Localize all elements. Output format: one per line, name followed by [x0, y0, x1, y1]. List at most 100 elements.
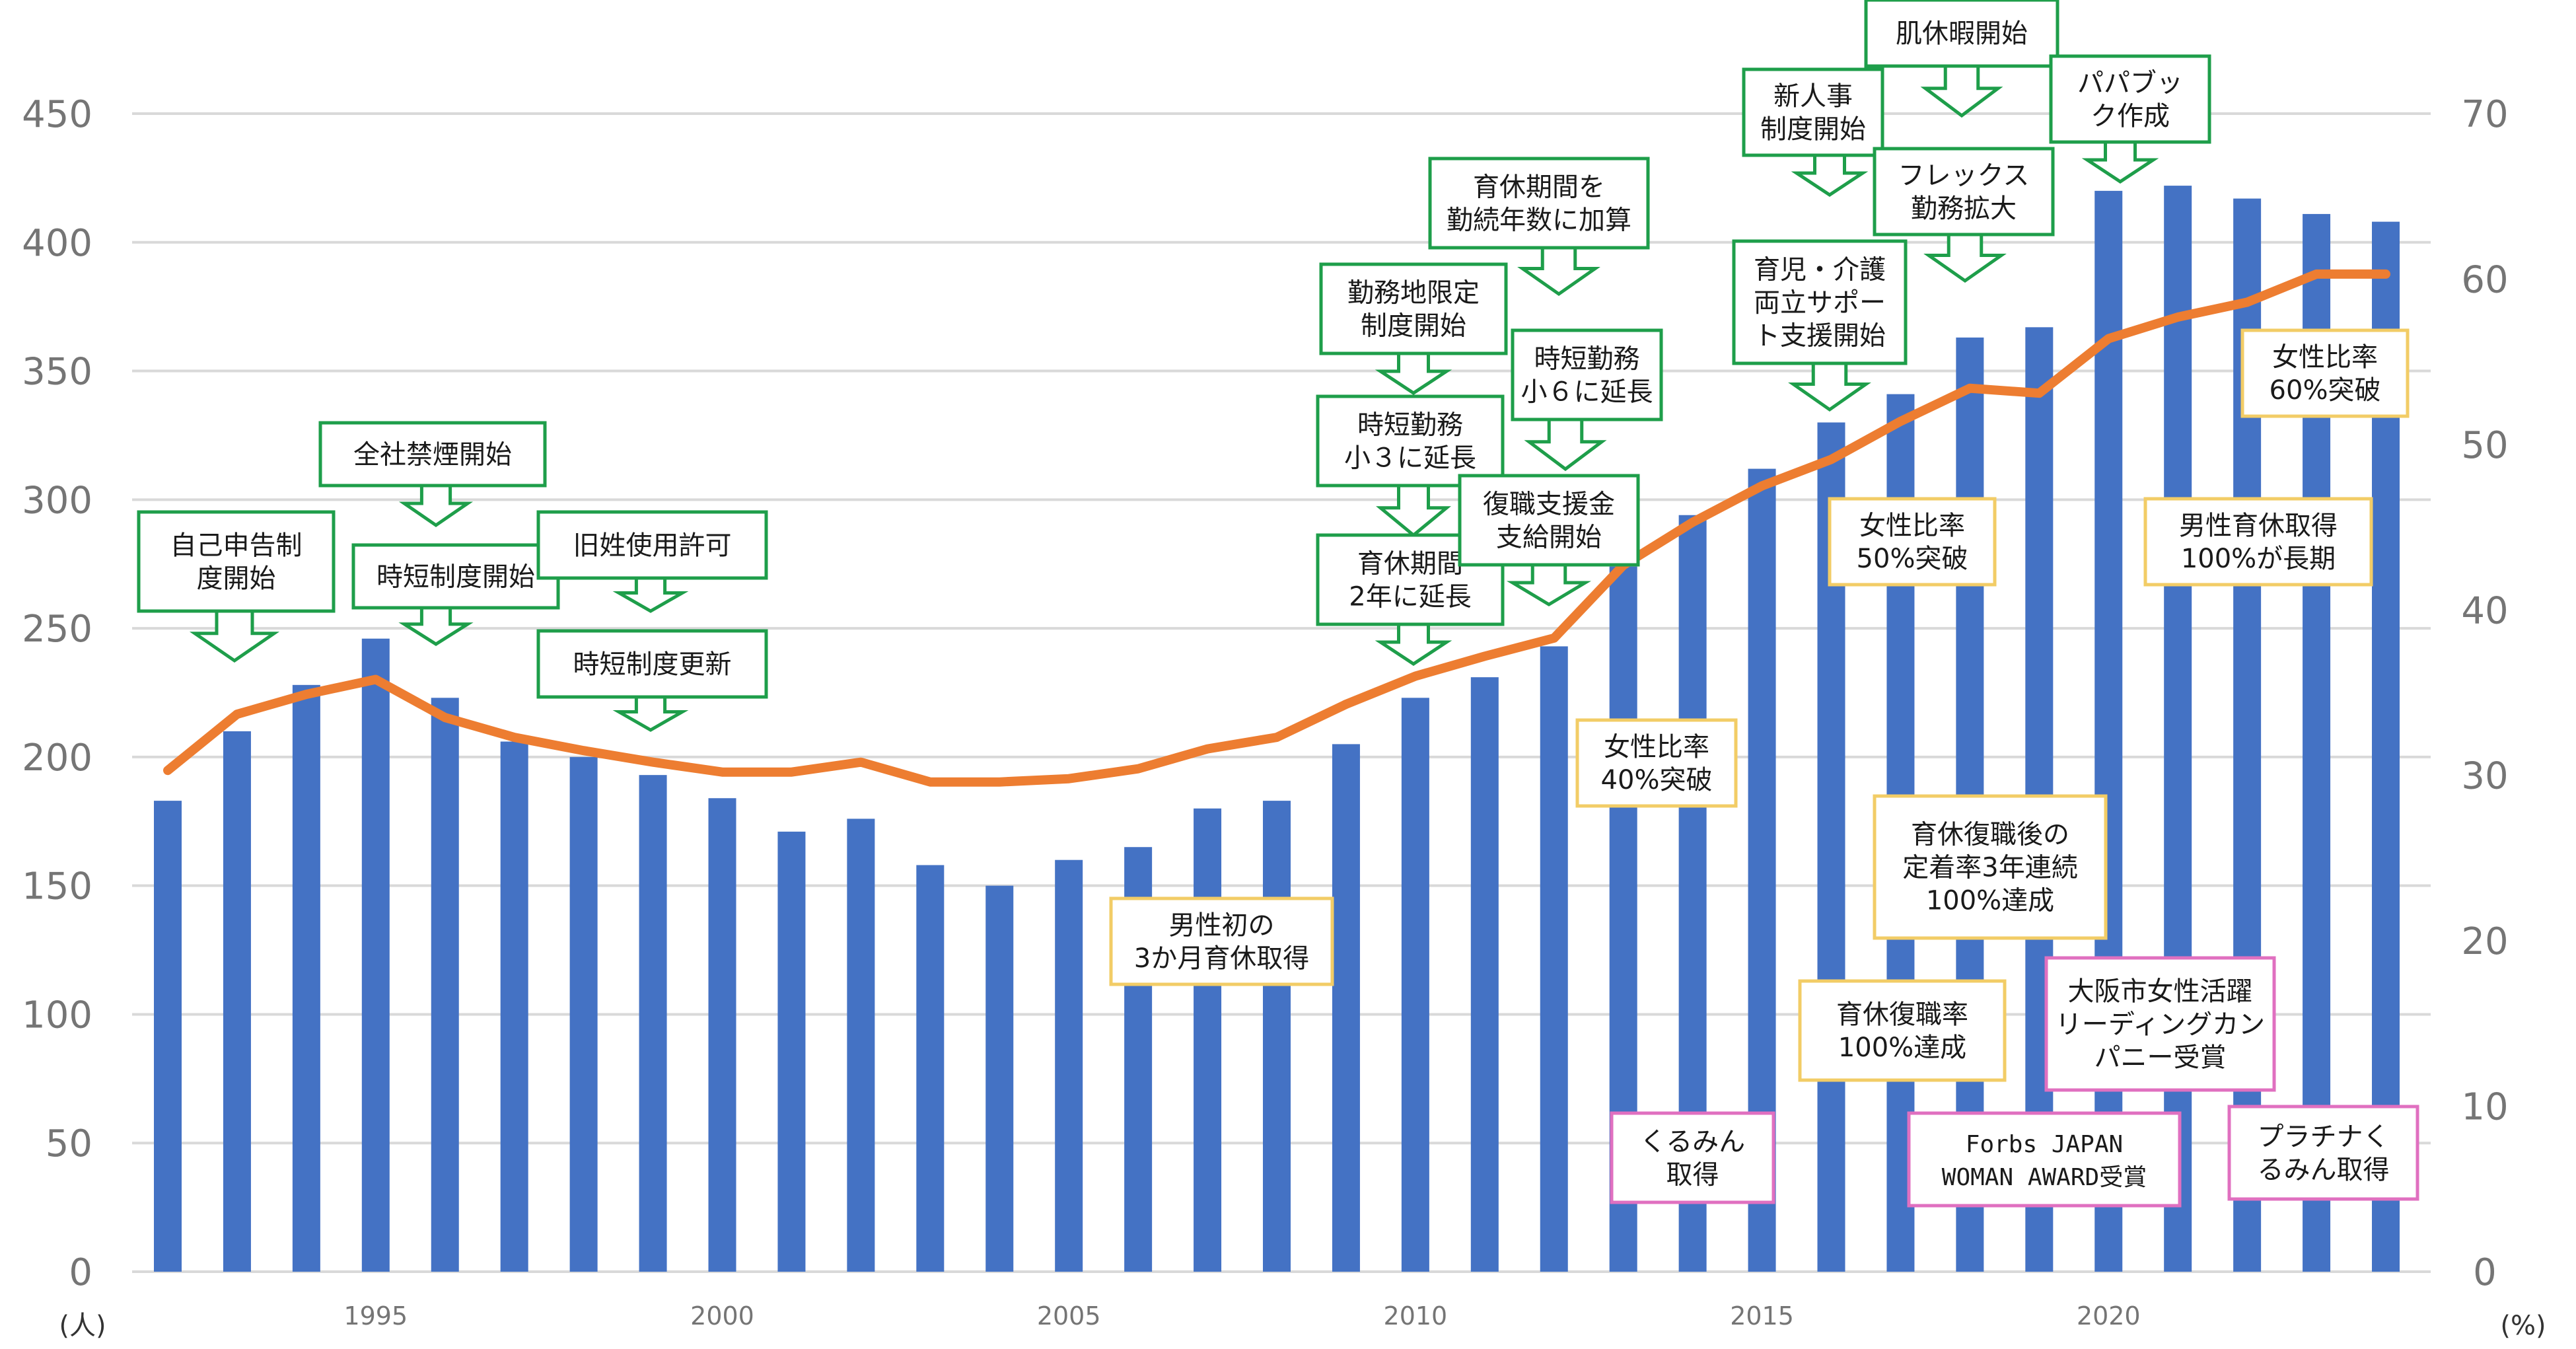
- annotation-policy: 全社禁煙開始: [318, 421, 547, 528]
- annotation-text: パパブッ: [2077, 68, 2183, 98]
- bar: [569, 756, 598, 1272]
- annotation-text: 男性初の: [1169, 910, 1275, 941]
- annotation-box: [1828, 497, 1997, 587]
- y-right-tick-label: 0: [2473, 1251, 2497, 1294]
- annotation-arrow: [398, 484, 474, 528]
- bar: [1332, 744, 1360, 1272]
- annotation-text: 女性比率: [1604, 732, 1709, 762]
- bar: [431, 698, 459, 1272]
- y-right-tick-label: 60: [2461, 258, 2508, 301]
- annotation-box: [2044, 956, 2276, 1092]
- annotation-box: [1511, 328, 1663, 421]
- y-left-tick-label: 50: [46, 1122, 92, 1165]
- right-axis-unit: (%): [2500, 1311, 2546, 1341]
- annotation-text: 100%達成: [1838, 1033, 1966, 1063]
- y-right-tick-label: 50: [2461, 424, 2508, 467]
- annotation-arrow: [1517, 246, 1600, 297]
- annotation-box: [1873, 147, 2055, 237]
- annotation-text: 100%達成: [1926, 886, 2054, 916]
- annotation-text: 3か月育休取得: [1134, 943, 1309, 974]
- annotation-box: [318, 421, 547, 488]
- line-point: [1484, 655, 1485, 657]
- annotation-text: ト支援開始: [1754, 321, 1886, 351]
- annotation-box: [1732, 239, 1908, 365]
- annotation-text: 全社禁煙開始: [353, 440, 512, 470]
- annotation-arrow: [1375, 622, 1452, 666]
- line-point: [1692, 522, 1694, 523]
- line-point: [1345, 704, 1347, 705]
- bar: [639, 775, 667, 1272]
- annotation-text: 両立サポー: [1754, 288, 1886, 318]
- bar: [1540, 646, 1568, 1272]
- annotation-award: Forbs JAPAN WOMAN AWARD受賞: [1907, 1111, 2182, 1208]
- annotation-text: 勤務拡大: [1911, 194, 2017, 224]
- annotation-text: 取得: [1666, 1160, 1719, 1190]
- annotation-arrow: [1375, 351, 1452, 395]
- bar: [1470, 677, 1499, 1272]
- annotation-box: [1428, 157, 1650, 250]
- x-tick-label: 2010: [1384, 1301, 1448, 1331]
- annotation-text: 育休期間: [1357, 549, 1463, 579]
- annotation-arrow: [1376, 484, 1451, 538]
- bar: [1263, 801, 1291, 1272]
- annotation-arrow: [2081, 140, 2159, 184]
- line-point: [2038, 392, 2040, 394]
- y-right-tick-label: 30: [2461, 755, 2508, 798]
- annotation-box: [1610, 1111, 1775, 1204]
- annotation-text: パニー受賞: [2094, 1042, 2227, 1073]
- annotation-text: 定着率3年連続: [1902, 853, 2077, 883]
- bar: [2164, 186, 2192, 1272]
- annotation-text: 100%が長期: [2181, 544, 2336, 574]
- bar: [1055, 859, 1083, 1272]
- annotation-text: 40%突破: [1601, 765, 1713, 795]
- y-left-tick-label: 250: [22, 608, 92, 651]
- annotation-box: [1873, 794, 2108, 940]
- annotation-arrow: [1524, 418, 1607, 472]
- annotation-text: 2年に延長: [1349, 582, 1471, 612]
- annotation-text: 女性比率: [1859, 511, 1965, 541]
- x-tick-label: 2005: [1037, 1301, 1101, 1331]
- annotation-box: [1575, 718, 1738, 808]
- y-left-tick-label: 200: [22, 737, 92, 780]
- annotation-arrow: [398, 606, 474, 646]
- annotation-text: プラチナく: [2258, 1122, 2390, 1152]
- annotation-text: 育休期間を: [1473, 172, 1605, 203]
- annotation-text: WOMAN AWARD受賞: [1942, 1164, 2147, 1191]
- y-left-tick-label: 300: [22, 479, 92, 522]
- annotation-box: [137, 510, 336, 613]
- annotation-text: フレックス: [1898, 161, 2030, 191]
- annotation-text: 育休復職後の: [1911, 820, 2069, 850]
- annotation-box: [1458, 474, 1640, 567]
- annotation-arrow: [1923, 233, 2007, 283]
- bar: [361, 638, 390, 1272]
- annotation-text: るみん取得: [2258, 1155, 2390, 1185]
- bar: [708, 798, 736, 1272]
- annotation-arrow: [189, 609, 280, 663]
- left-axis-unit: (人): [59, 1311, 106, 1341]
- line-point: [236, 713, 238, 715]
- annotation-text: 60%突破: [2270, 375, 2381, 406]
- y-right-tick-label: 70: [2461, 93, 2508, 136]
- line-series: [163, 269, 2390, 787]
- bar: [2094, 190, 2123, 1272]
- bar: [777, 831, 806, 1272]
- line-point: [514, 737, 515, 738]
- annotation-text: 制度開始: [1361, 311, 1466, 342]
- bar: [847, 819, 875, 1272]
- annotation-text: 育児・介護: [1754, 255, 1886, 285]
- annotation-arrow: [1791, 153, 1869, 197]
- annotation-text: 時短勤務: [1534, 344, 1640, 375]
- bar: [500, 741, 528, 1272]
- bar: [292, 684, 320, 1272]
